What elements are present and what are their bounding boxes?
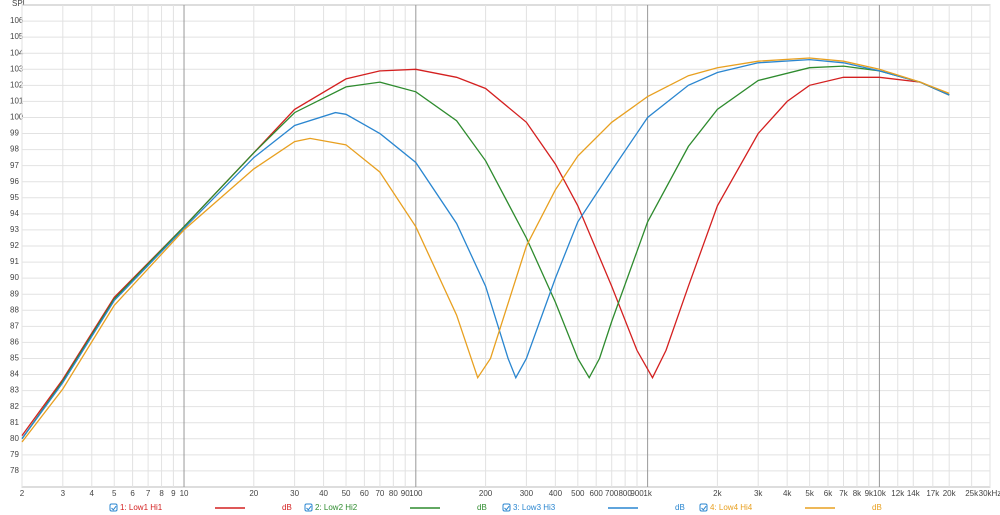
y-tick-label: 78 — [10, 466, 19, 475]
x-tick-label: 30kHz — [979, 489, 1000, 498]
x-tick-label: 10k — [873, 489, 887, 498]
x-tick-label: 5k — [805, 489, 814, 498]
x-tick-label: 25k — [965, 489, 979, 498]
y-tick-label: 91 — [10, 257, 19, 266]
x-tick-label: 30 — [290, 489, 299, 498]
x-tick-label: 500 — [571, 489, 585, 498]
y-tick-label: 102 — [10, 80, 24, 89]
y-tick-label: 88 — [10, 305, 19, 314]
y-tick-label: 101 — [10, 97, 24, 106]
y-tick-label: 84 — [10, 370, 19, 379]
x-tick-label: 6 — [130, 489, 135, 498]
x-tick-label: 400 — [549, 489, 563, 498]
y-tick-label: 86 — [10, 338, 19, 347]
legend-unit: dB — [282, 503, 292, 512]
legend-check — [701, 505, 707, 511]
x-tick-label: 10 — [180, 489, 189, 498]
legend-checkbox[interactable] — [699, 503, 708, 512]
x-tick-label: 7k — [839, 489, 848, 498]
x-tick-label: 8 — [159, 489, 164, 498]
x-tick-label: 7 — [146, 489, 151, 498]
x-tick-label: 3 — [61, 489, 66, 498]
y-tick-label: 80 — [10, 434, 19, 443]
y-tick-label: 99 — [10, 129, 19, 138]
x-tick-label: 50 — [342, 489, 351, 498]
y-tick-label: 89 — [10, 289, 19, 298]
y-tick-label: 85 — [10, 354, 19, 363]
x-tick-label: 900 — [630, 489, 644, 498]
legend-check — [111, 505, 117, 511]
y-tick-label: 103 — [10, 64, 24, 73]
x-tick-label: 2 — [20, 489, 25, 498]
legend-checkbox[interactable] — [304, 503, 313, 512]
x-tick-label: 40 — [319, 489, 328, 498]
legend-unit: dB — [675, 503, 685, 512]
y-tick-label: 79 — [10, 450, 19, 459]
y-tick-label: 82 — [10, 402, 19, 411]
x-tick-label: 14k — [907, 489, 921, 498]
x-tick-label: 6k — [824, 489, 833, 498]
x-tick-label: 9k — [865, 489, 874, 498]
y-tick-label: 98 — [10, 145, 19, 154]
x-tick-label: 8k — [853, 489, 862, 498]
y-tick-label: 97 — [10, 161, 19, 170]
x-tick-label: 80 — [389, 489, 398, 498]
y-tick-label: 83 — [10, 386, 19, 395]
x-tick-label: 4 — [90, 489, 95, 498]
y-tick-label: 87 — [10, 321, 19, 330]
legend-unit: dB — [872, 503, 882, 512]
x-tick-label: 3k — [754, 489, 763, 498]
legend-label: 1: Low1 Hi1 — [120, 503, 163, 512]
x-tick-label: 4k — [783, 489, 792, 498]
x-tick-label: 20 — [249, 489, 258, 498]
y-tick-label: 92 — [10, 241, 19, 250]
curve — [21, 68, 950, 436]
y-axis-label: SPL — [12, 0, 28, 8]
x-tick-label: 200 — [479, 489, 493, 498]
y-tick-label: 95 — [10, 193, 19, 202]
x-tick-label: 1k — [643, 489, 652, 498]
x-tick-label: 17k — [926, 489, 940, 498]
x-tick-label: 700 — [605, 489, 619, 498]
x-tick-label: 9 — [171, 489, 176, 498]
x-tick-label: 100 — [409, 489, 423, 498]
legend-checkbox[interactable] — [502, 503, 511, 512]
curve — [21, 58, 950, 440]
x-tick-label: 800 — [618, 489, 632, 498]
x-tick-label: 300 — [520, 489, 534, 498]
legend-checkbox[interactable] — [109, 503, 118, 512]
legend-unit: dB — [477, 503, 487, 512]
y-tick-label: 100 — [10, 113, 24, 122]
legend-check — [306, 505, 312, 511]
legend-label: 3: Low3 Hi3 — [513, 503, 556, 512]
y-tick-label: 81 — [10, 418, 19, 427]
y-tick-label: 94 — [10, 209, 19, 218]
y-tick-label: 105 — [10, 32, 24, 41]
y-tick-label: 106 — [10, 16, 24, 25]
curve — [21, 65, 950, 440]
x-tick-label: 5 — [112, 489, 117, 498]
x-tick-label: 2k — [713, 489, 722, 498]
legend-label: 2: Low2 Hi2 — [315, 503, 358, 512]
y-tick-label: 96 — [10, 177, 19, 186]
x-tick-label: 70 — [375, 489, 384, 498]
legend-check — [504, 505, 510, 511]
x-tick-label: 12k — [891, 489, 905, 498]
legend-label: 4: Low4 Hi4 — [710, 503, 753, 512]
curve — [21, 57, 950, 443]
x-tick-label: 600 — [590, 489, 604, 498]
y-tick-label: 104 — [10, 48, 24, 57]
x-tick-label: 20k — [943, 489, 957, 498]
y-tick-label: 93 — [10, 225, 19, 234]
y-tick-label: 90 — [10, 273, 19, 282]
x-tick-label: 60 — [360, 489, 369, 498]
x-tick-label: 90 — [401, 489, 410, 498]
